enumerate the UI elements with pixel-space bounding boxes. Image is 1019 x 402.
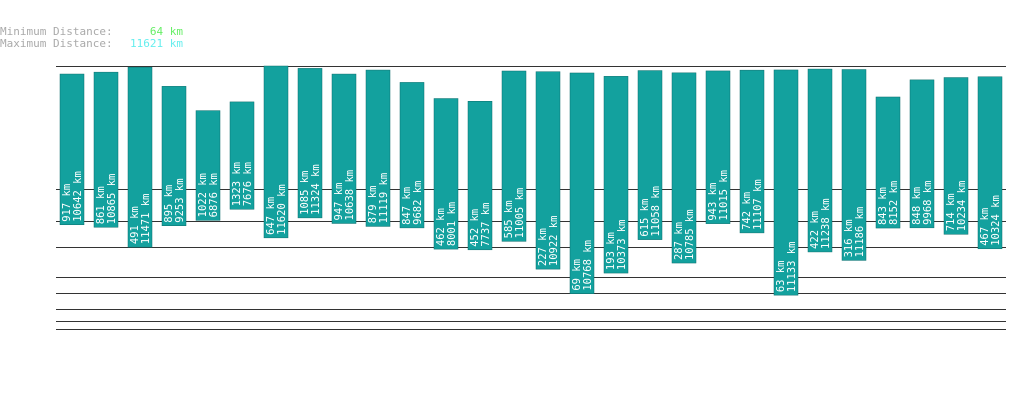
value-label: 10865 km <box>106 174 118 225</box>
bar <box>943 77 969 235</box>
value-label: 1323 km <box>231 162 243 206</box>
value-label: 11133 km <box>786 242 798 293</box>
bar <box>569 72 595 294</box>
value-label: 6876 km <box>208 173 220 217</box>
value-label: 7676 km <box>242 162 254 206</box>
value-label: 848 km <box>911 187 923 225</box>
value-label: 10768 km <box>582 240 594 291</box>
bar <box>229 101 255 210</box>
value-label: 422 km <box>809 211 821 249</box>
value-label: 843 km <box>877 187 889 225</box>
bar <box>535 71 561 270</box>
value-label: 11119 km <box>378 173 390 224</box>
value-label: 69 km <box>571 259 583 291</box>
bar <box>467 101 493 251</box>
value-label: 11620 km <box>276 184 288 235</box>
value-label: 879 km <box>367 185 379 223</box>
min-value: 64 km <box>150 25 183 38</box>
bar <box>331 73 357 224</box>
value-label: 9968 km <box>922 181 934 225</box>
bar <box>773 69 799 296</box>
value-label: 9253 km <box>174 178 186 222</box>
value-label: 585 km <box>503 200 515 238</box>
value-label: 11107 km <box>752 179 764 230</box>
value-label: 10373 km <box>616 219 628 270</box>
value-label: 11471 km <box>140 194 152 245</box>
value-label: 316 km <box>843 219 855 257</box>
bar <box>977 76 1003 250</box>
bar <box>637 70 663 240</box>
value-label: 10642 km <box>72 171 84 222</box>
min-label: Minimum Distance: <box>0 25 113 38</box>
value-label: 11005 km <box>514 188 526 239</box>
value-label: 193 km <box>605 232 617 270</box>
value-label: 8001 km <box>446 202 458 246</box>
bar <box>603 76 629 274</box>
value-label: 714 km <box>945 193 957 231</box>
value-label: 895 km <box>163 185 175 223</box>
value-label: 647 km <box>265 197 277 235</box>
bar <box>909 79 935 229</box>
bar <box>739 69 765 234</box>
value-label: 63 km <box>775 261 787 293</box>
value-label: 917 km <box>61 184 73 222</box>
value-label: 7737 km <box>480 203 492 247</box>
bar <box>127 66 153 248</box>
value-label: 847 km <box>401 187 413 225</box>
value-label: 947 km <box>333 183 345 221</box>
bar <box>93 71 119 228</box>
value-label: 11058 km <box>650 186 662 237</box>
bar <box>59 73 85 226</box>
bar <box>161 86 187 226</box>
value-label: 287 km <box>673 222 685 260</box>
value-label: 10638 km <box>344 170 356 221</box>
bar <box>705 70 731 224</box>
value-label: 1022 km <box>197 173 209 217</box>
value-label: 11238 km <box>820 198 832 249</box>
bar <box>501 70 527 242</box>
value-label: 742 km <box>741 192 753 230</box>
bar <box>399 82 425 229</box>
value-label: 11186 km <box>854 207 866 258</box>
bar <box>433 98 459 250</box>
value-label: 11324 km <box>310 164 322 215</box>
value-label: 467 km <box>979 208 991 246</box>
bar <box>195 110 221 221</box>
value-label: 10324 km <box>990 195 1002 246</box>
bar <box>875 96 901 229</box>
bar <box>671 72 697 264</box>
bar <box>807 68 833 253</box>
value-label: 452 km <box>469 209 481 247</box>
bar <box>841 69 867 261</box>
value-label: 10234 km <box>956 181 968 232</box>
value-label: 615 km <box>639 199 651 237</box>
value-label: 491 km <box>129 206 141 244</box>
value-label: 11015 km <box>718 170 730 221</box>
value-label: 10922 km <box>548 216 560 267</box>
max-value: 11621 km <box>130 37 183 50</box>
value-label: 1085 km <box>299 171 311 215</box>
bar <box>263 65 289 239</box>
value-label: 9682 km <box>412 181 424 225</box>
value-label: 227 km <box>537 228 549 266</box>
bar <box>365 69 391 227</box>
value-label: 10785 km <box>684 209 696 260</box>
value-label: 943 km <box>707 183 719 221</box>
max-label: Maximum Distance: <box>0 37 113 50</box>
value-label: 462 km <box>435 208 447 246</box>
bar <box>297 68 323 219</box>
value-label: 8152 km <box>888 181 900 225</box>
value-label: 861 km <box>95 186 107 224</box>
